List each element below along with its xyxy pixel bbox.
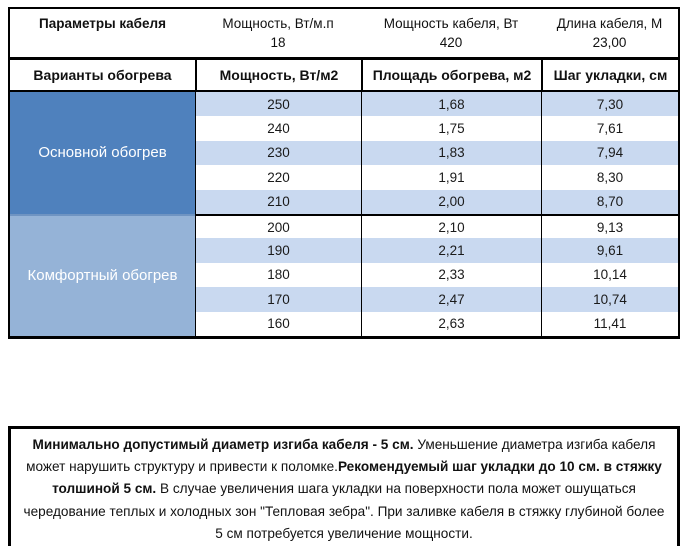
note-segment: В случае увеличения шага укладки на пове… [23, 481, 665, 541]
data-cell: 200 [195, 213, 361, 239]
data-cell: 2,21 [361, 238, 541, 263]
data-cell: 2,00 [361, 189, 541, 214]
variants-data-area: Основной обогрев 250 1,68 7,30 240 1,75 7,61 23… [10, 92, 678, 336]
data-cell: 7,94 [541, 140, 678, 166]
data-cell: 7,30 [541, 92, 678, 117]
data-cell: 11,41 [541, 311, 678, 336]
group-label: Основной обогрев [10, 92, 195, 214]
params-empty-cell [10, 35, 195, 57]
data-cell: 190 [195, 238, 361, 263]
data-cell: 240 [195, 116, 361, 141]
variants-header-spacing: Шаг укладки, см [541, 60, 678, 92]
params-header-power-per-meter: Мощность, Вт/м.п [222, 16, 334, 31]
params-title: Параметры кабеля [39, 16, 166, 31]
variants-header-title: Варианты обогрева [10, 60, 195, 92]
data-cell: 1,91 [361, 165, 541, 190]
group-label: Комфортный обогрев [10, 213, 195, 336]
data-cell: 2,10 [361, 213, 541, 239]
data-cell: 2,63 [361, 311, 541, 336]
note-box: Минимально допустимый диаметр изгиба каб… [8, 426, 680, 546]
data-cell: 10,74 [541, 287, 678, 312]
data-cell: 1,75 [361, 116, 541, 141]
data-cell: 7,61 [541, 116, 678, 141]
params-value-cable-length: 23,00 [592, 35, 627, 50]
params-values-row: 18 420 23,00 [10, 35, 678, 57]
data-cell: 170 [195, 287, 361, 312]
variants-header-area: Площадь обогрева, м2 [361, 60, 541, 92]
data-cell: 10,14 [541, 262, 678, 288]
note-segment-bold: Рекомендуемый шаг укладки до 10 см. в ст… [52, 459, 662, 497]
variants-header-power: Мощность, Вт/м2 [195, 60, 361, 92]
params-value-power-per-meter: 18 [270, 35, 286, 50]
heating-cable-table: Параметры кабеля Мощность, Вт/м.п Мощнос… [8, 7, 680, 339]
note-text: Минимально допустимый диаметр изгиба каб… [11, 429, 677, 546]
data-cell: 160 [195, 311, 361, 336]
params-header-cable-length: Длина кабеля, М [556, 16, 663, 31]
note-segment-bold: Минимально допустимый диаметр изгиба каб… [32, 437, 414, 452]
data-cell: 8,70 [541, 189, 678, 214]
data-cell: 8,30 [541, 165, 678, 190]
data-cell: 210 [195, 189, 361, 214]
note-segment: Уменьшение диаметра изгиба кабеля может … [26, 437, 656, 475]
data-cell: 250 [195, 92, 361, 117]
data-cell: 220 [195, 165, 361, 190]
params-value-cable-power: 420 [439, 35, 463, 50]
data-cell: 1,68 [361, 92, 541, 117]
data-cell: 2,47 [361, 287, 541, 312]
data-cell: 180 [195, 262, 361, 288]
params-header-cable-power: Мощность кабеля, Вт [383, 16, 519, 31]
data-cell: 230 [195, 140, 361, 166]
params-header-row: Параметры кабеля Мощность, Вт/м.п Мощнос… [10, 9, 678, 35]
data-cell: 1,83 [361, 140, 541, 166]
data-cell: 9,13 [541, 213, 678, 239]
variants-header-row: Варианты обогрева Мощность, Вт/м2 Площад… [10, 60, 678, 92]
data-cell: 2,33 [361, 262, 541, 288]
data-cell: 9,61 [541, 238, 678, 263]
cable-params-block: Параметры кабеля Мощность, Вт/м.п Мощнос… [10, 9, 678, 60]
